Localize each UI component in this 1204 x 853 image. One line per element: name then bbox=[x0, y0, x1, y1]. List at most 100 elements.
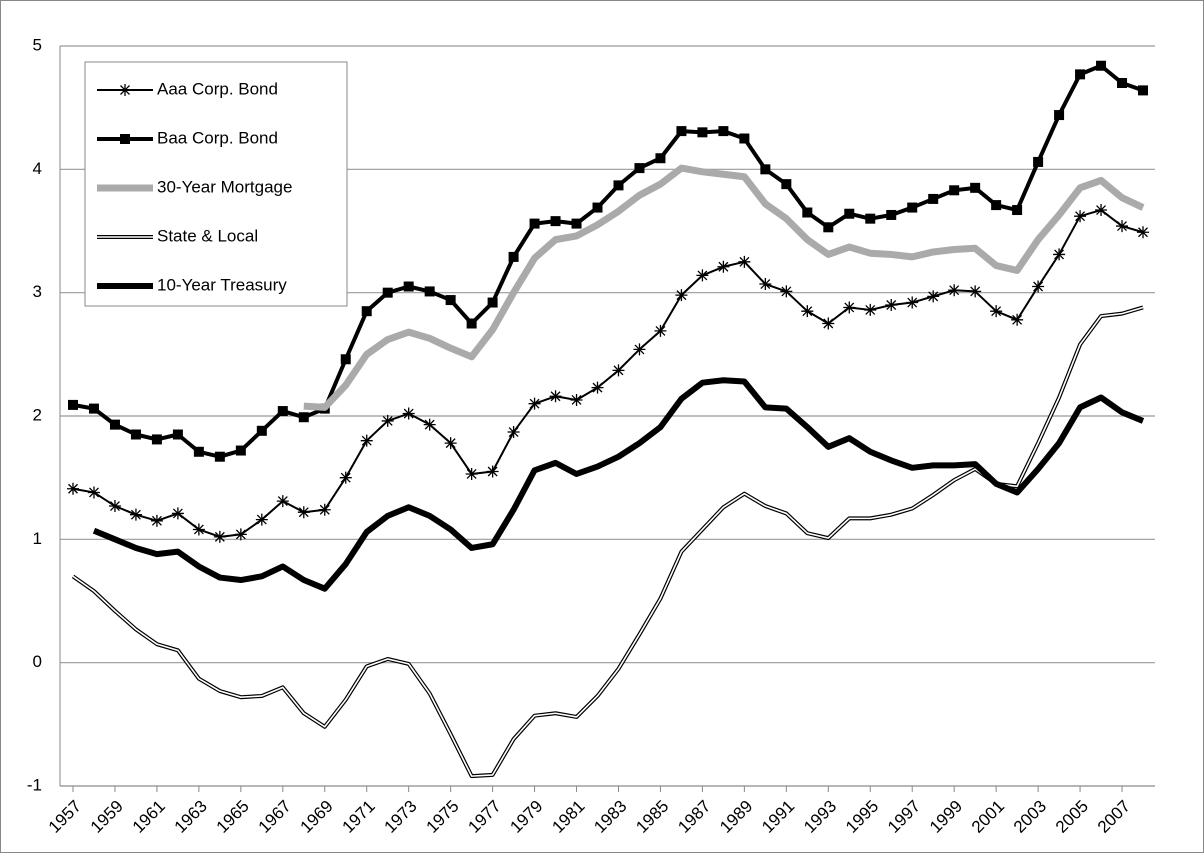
y-tick-label: 1 bbox=[33, 529, 42, 548]
marker bbox=[360, 434, 373, 447]
marker bbox=[508, 251, 519, 262]
marker bbox=[676, 126, 687, 137]
marker bbox=[948, 284, 961, 297]
marker bbox=[340, 354, 351, 365]
legend-label: Baa Corp. Bond bbox=[157, 128, 278, 147]
marker bbox=[382, 287, 393, 298]
marker bbox=[718, 126, 729, 137]
marker bbox=[864, 303, 877, 316]
marker bbox=[970, 182, 981, 193]
marker bbox=[444, 437, 457, 450]
series bbox=[71, 305, 1144, 779]
marker bbox=[151, 434, 162, 445]
marker bbox=[193, 446, 204, 457]
marker bbox=[529, 218, 540, 229]
marker bbox=[655, 153, 666, 164]
y-tick-label: 3 bbox=[33, 282, 42, 301]
marker bbox=[697, 127, 708, 138]
marker bbox=[843, 301, 856, 314]
marker bbox=[1012, 205, 1023, 216]
marker bbox=[571, 218, 582, 229]
marker bbox=[255, 513, 268, 526]
marker bbox=[213, 530, 226, 543]
marker bbox=[865, 213, 876, 224]
series-line bbox=[303, 164, 1145, 411]
marker bbox=[844, 208, 855, 219]
marker bbox=[214, 451, 225, 462]
marker bbox=[801, 305, 814, 318]
marker bbox=[759, 278, 772, 291]
legend-entry: State & Local bbox=[97, 226, 258, 245]
legend-marker bbox=[120, 134, 130, 144]
series bbox=[92, 377, 1145, 592]
legend-label: 30-Year Mortgage bbox=[157, 177, 292, 196]
marker bbox=[738, 255, 751, 268]
marker bbox=[445, 295, 456, 306]
legend-box bbox=[84, 61, 348, 307]
marker bbox=[990, 305, 1003, 318]
marker bbox=[1116, 220, 1129, 233]
marker bbox=[1054, 110, 1065, 121]
series bbox=[68, 60, 1148, 462]
marker bbox=[466, 318, 477, 329]
marker bbox=[87, 486, 100, 499]
marker bbox=[487, 297, 498, 308]
marker bbox=[235, 445, 246, 456]
y-tick-label: 5 bbox=[33, 35, 42, 54]
marker bbox=[991, 200, 1002, 211]
legend-entry: 30-Year Mortgage bbox=[97, 177, 292, 196]
marker bbox=[67, 482, 79, 495]
marker bbox=[928, 193, 939, 204]
marker bbox=[465, 467, 478, 480]
marker bbox=[1137, 226, 1149, 239]
series-line-inner bbox=[72, 306, 1144, 777]
marker bbox=[949, 185, 960, 196]
marker bbox=[234, 528, 247, 541]
marker bbox=[780, 285, 793, 298]
marker bbox=[592, 202, 603, 213]
marker bbox=[696, 269, 709, 282]
marker bbox=[109, 419, 120, 430]
marker bbox=[802, 207, 813, 218]
legend-marker bbox=[119, 84, 131, 96]
marker bbox=[1096, 60, 1107, 71]
series-line bbox=[72, 209, 1144, 538]
marker bbox=[907, 202, 918, 213]
marker bbox=[1032, 280, 1045, 293]
marker bbox=[276, 495, 289, 508]
marker bbox=[1074, 210, 1087, 223]
legend-label: Aaa Corp. Bond bbox=[157, 79, 278, 98]
marker bbox=[507, 426, 520, 439]
marker bbox=[298, 412, 309, 423]
marker bbox=[1075, 69, 1086, 80]
marker bbox=[297, 506, 310, 519]
marker bbox=[822, 317, 835, 330]
marker bbox=[613, 180, 624, 191]
marker bbox=[823, 222, 834, 233]
marker bbox=[739, 133, 750, 144]
legend-entry: 10-Year Treasury bbox=[97, 275, 287, 294]
marker bbox=[969, 285, 982, 298]
marker bbox=[424, 286, 435, 297]
y-tick-label: 0 bbox=[33, 652, 42, 671]
marker bbox=[1117, 78, 1128, 88]
marker bbox=[781, 179, 792, 190]
marker bbox=[612, 364, 625, 377]
series-line bbox=[72, 63, 1144, 459]
marker bbox=[1095, 204, 1108, 217]
marker bbox=[381, 414, 394, 427]
marker bbox=[885, 299, 898, 311]
series bbox=[303, 164, 1145, 411]
marker bbox=[906, 296, 919, 309]
marker bbox=[591, 381, 604, 394]
marker bbox=[130, 429, 141, 440]
y-tick-label: 4 bbox=[33, 159, 42, 178]
marker bbox=[172, 429, 183, 440]
marker bbox=[675, 289, 688, 302]
y-tick-label: -1 bbox=[27, 775, 42, 794]
marker bbox=[403, 281, 414, 292]
marker bbox=[654, 324, 667, 337]
legend-label: State & Local bbox=[157, 226, 258, 245]
